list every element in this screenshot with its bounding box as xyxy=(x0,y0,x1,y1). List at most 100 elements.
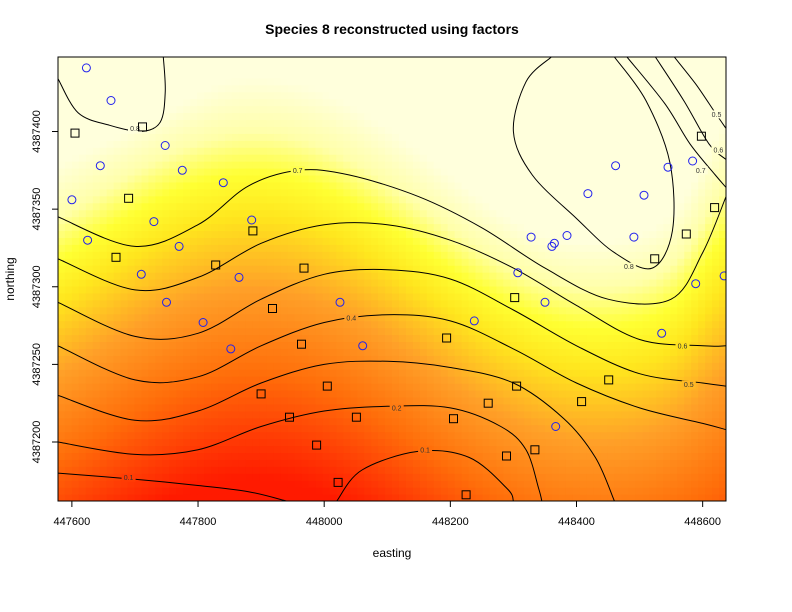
heatmap-cell xyxy=(385,91,393,100)
heatmap-cell xyxy=(559,299,567,308)
heatmap-cell xyxy=(58,480,66,488)
heatmap-cell xyxy=(385,105,393,114)
heatmap-cell xyxy=(176,459,184,467)
heatmap-cell xyxy=(127,230,136,238)
heatmap-cell xyxy=(517,147,525,155)
heatmap-cell xyxy=(545,237,553,245)
heatmap-cell xyxy=(252,168,261,176)
heatmap-cell xyxy=(475,84,484,93)
heatmap-cell xyxy=(204,258,212,266)
heatmap-cell xyxy=(225,168,233,176)
heatmap-cell xyxy=(510,230,518,238)
heatmap-cell xyxy=(58,91,66,100)
heatmap-cell xyxy=(197,181,205,190)
heatmap-cell xyxy=(565,112,574,121)
heatmap-cell xyxy=(329,91,337,100)
heatmap-cell xyxy=(273,119,282,127)
heatmap-cell xyxy=(475,237,484,245)
heatmap-cell xyxy=(496,355,504,363)
heatmap-cell xyxy=(308,480,317,488)
heatmap-cell xyxy=(426,98,435,107)
heatmap-cell xyxy=(301,91,310,100)
heatmap-cell xyxy=(85,258,94,266)
heatmap-cell xyxy=(259,91,268,100)
heatmap-cell xyxy=(385,341,393,349)
heatmap-cell xyxy=(252,459,261,467)
heatmap-cell xyxy=(127,369,136,377)
heatmap-cell xyxy=(225,417,233,426)
heatmap-cell xyxy=(92,63,101,72)
heatmap-cell xyxy=(586,216,595,225)
heatmap-cell xyxy=(176,383,184,391)
heatmap-cell xyxy=(259,133,268,141)
heatmap-cell xyxy=(71,313,80,322)
heatmap-cell xyxy=(315,126,324,134)
heatmap-cell xyxy=(85,376,94,384)
heatmap-cell xyxy=(510,91,518,100)
heatmap-cell xyxy=(120,480,129,488)
heatmap-cell xyxy=(426,396,435,405)
heatmap-cell xyxy=(315,417,324,426)
heatmap-cell xyxy=(419,57,428,65)
heatmap-cell xyxy=(454,341,463,349)
heatmap-cell xyxy=(572,362,581,370)
heatmap-cell xyxy=(71,396,80,405)
heatmap-cell xyxy=(572,126,581,134)
heatmap-cell xyxy=(113,223,122,232)
heatmap-cell xyxy=(162,292,170,301)
heatmap-cell xyxy=(245,355,254,363)
heatmap-cell xyxy=(586,327,595,336)
heatmap-cell xyxy=(280,327,289,336)
heatmap-cell xyxy=(350,133,358,141)
heatmap-cell xyxy=(176,209,184,218)
heatmap-cell xyxy=(482,126,491,134)
heatmap-cell xyxy=(398,466,407,474)
heatmap-cell xyxy=(287,112,296,121)
heatmap-cell xyxy=(350,265,358,273)
heatmap-cell xyxy=(148,327,157,336)
heatmap-cell xyxy=(225,70,233,79)
heatmap-cell xyxy=(238,403,247,412)
heatmap-cell xyxy=(572,390,581,398)
heatmap-cell xyxy=(405,473,414,481)
heatmap-cell xyxy=(266,292,275,301)
heatmap-cell xyxy=(92,77,101,86)
heatmap-cell xyxy=(357,98,365,107)
heatmap-cell xyxy=(169,396,177,405)
heatmap-cell xyxy=(225,188,233,197)
heatmap-cell xyxy=(183,320,191,329)
heatmap-cell xyxy=(454,417,463,426)
heatmap-cell xyxy=(252,369,261,377)
heatmap-cell xyxy=(190,334,198,343)
heatmap-cell xyxy=(510,77,518,86)
heatmap-cell xyxy=(183,244,191,252)
heatmap-cell xyxy=(106,459,115,467)
heatmap-cell xyxy=(315,424,324,433)
heatmap-cell xyxy=(364,188,372,197)
heatmap-cell xyxy=(454,209,463,218)
heatmap-cell xyxy=(343,223,351,232)
heatmap-cell xyxy=(322,126,330,134)
heatmap-cell xyxy=(405,480,414,488)
heatmap-cell xyxy=(461,188,470,197)
heatmap-cell xyxy=(238,383,247,391)
heatmap-cell xyxy=(503,237,511,245)
heatmap-cell xyxy=(197,188,205,197)
heatmap-cell xyxy=(155,57,163,65)
heatmap-cell xyxy=(176,84,184,93)
heatmap-cell xyxy=(225,209,233,218)
heatmap-cell xyxy=(461,403,470,412)
heatmap-cell xyxy=(148,292,157,301)
heatmap-cell xyxy=(552,77,560,86)
heatmap-cell xyxy=(301,431,310,440)
heatmap-cell xyxy=(134,57,143,65)
heatmap-cell xyxy=(364,105,372,114)
heatmap-cell xyxy=(496,487,504,495)
heatmap-cell xyxy=(329,327,337,336)
heatmap-cell xyxy=(524,119,532,127)
heatmap-cell xyxy=(545,355,553,363)
heatmap-cell xyxy=(412,452,421,460)
heatmap-cell xyxy=(385,348,393,356)
heatmap-cell xyxy=(531,181,539,190)
heatmap-cell xyxy=(378,237,386,245)
